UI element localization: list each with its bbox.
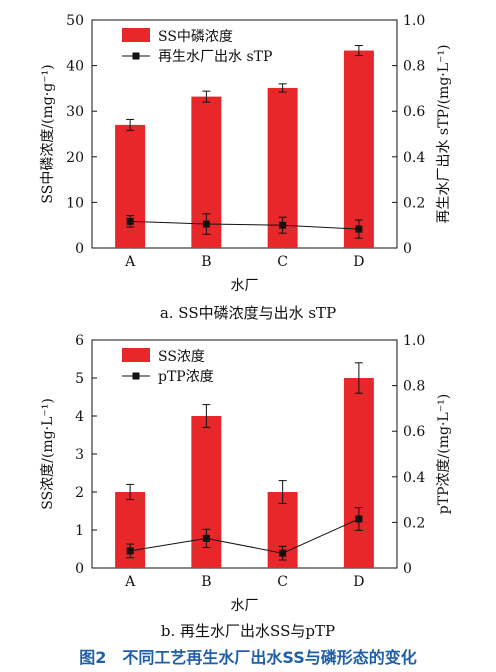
series-line (130, 518, 360, 554)
y-tick-label: 1 (75, 523, 84, 539)
bar (343, 378, 374, 568)
line-point (202, 220, 210, 228)
y2-axis-label: pTP浓度/(mg·L⁻¹) (436, 394, 452, 514)
y-tick-label: 0 (75, 561, 84, 577)
y2-tick-label: 0 (403, 241, 412, 257)
y-tick-label: 6 (75, 333, 84, 349)
figure-caption: 图2 不同工艺再生水厂出水SS与磷形态的变化 (79, 648, 416, 667)
y2-tick-label: 1.0 (403, 13, 425, 29)
bar (115, 124, 146, 248)
y2-tick-label: 0.6 (403, 104, 425, 120)
y2-tick-label: 0.4 (403, 470, 425, 486)
y2-tick-label: 0 (403, 561, 412, 577)
y-tick-label: 2 (75, 485, 84, 501)
line-point (126, 217, 134, 225)
legend-swatch-marker (132, 52, 140, 60)
line-point (355, 515, 363, 523)
legend-swatch-marker (132, 372, 140, 380)
x-tick-label: C (277, 254, 288, 270)
series-line (130, 220, 359, 230)
x-tick-label: C (277, 574, 288, 590)
y-tick-label: 20 (66, 150, 84, 166)
y2-tick-label: 1.0 (403, 333, 425, 349)
legend-swatch-bar (122, 28, 150, 42)
y-tick-label: 4 (75, 409, 84, 425)
y-tick-label: 5 (75, 371, 84, 387)
line-point (126, 547, 134, 555)
x-tick-label: A (124, 254, 136, 270)
y-axis-label: SS中磷浓度/(mg·g⁻¹) (40, 64, 56, 203)
line-point (279, 549, 287, 557)
legend-label-line: pTP浓度 (158, 369, 214, 385)
chart-a: 0 10 20 30 40 50 0 0.2 0.4 0.6 0.8 1.0 A B C D SS中磷浓度再生水… (40, 13, 452, 322)
x-tick-label: B (201, 254, 211, 270)
y2-tick-label: 0.4 (403, 150, 425, 166)
chart-caption: b. 再生水厂出水SS与pTP (161, 622, 335, 640)
line-point (279, 221, 287, 229)
x-tick-label: A (124, 574, 136, 590)
y-tick-label: 50 (66, 13, 84, 29)
y-axis-label: SS浓度/(mg·L⁻¹) (40, 398, 56, 510)
y-tick-label: 3 (75, 447, 84, 463)
y2-tick-label: 0.2 (403, 515, 425, 531)
line-point (202, 534, 210, 542)
y-tick-label: 10 (66, 195, 84, 211)
y2-tick-label: 0.8 (403, 59, 425, 75)
y2-axis-label: 再生水厂出水 sTP/(mg·L⁻¹) (436, 44, 452, 223)
bar (343, 50, 374, 248)
legend-label-bar: SS浓度 (158, 349, 205, 365)
legend-label-bar: SS中磷浓度 (158, 29, 233, 45)
x-tick-label: B (201, 574, 211, 590)
x-tick-label: D (353, 254, 364, 270)
line-point (355, 225, 363, 233)
y-tick-label: 0 (75, 241, 84, 257)
x-tick-label: D (353, 574, 364, 590)
x-axis-label: 水厂 (231, 278, 259, 294)
y-tick-label: 30 (66, 104, 84, 120)
y-tick-label: 40 (66, 59, 84, 75)
y2-tick-label: 0.6 (403, 424, 425, 440)
x-axis-label: 水厂 (231, 598, 259, 614)
chart-caption: a. SS中磷浓度与出水 sTP (160, 304, 336, 322)
y2-tick-label: 0.8 (403, 379, 425, 395)
legend-swatch-bar (122, 348, 150, 362)
legend-label-line: 再生水厂出水 sTP (158, 49, 272, 65)
plot-frame (91, 19, 398, 249)
y2-tick-label: 0.2 (403, 195, 425, 211)
